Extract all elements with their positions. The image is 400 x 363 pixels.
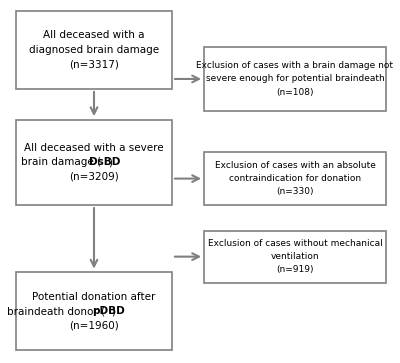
- FancyBboxPatch shape: [16, 272, 172, 350]
- Text: diagnosed brain damage: diagnosed brain damage: [29, 45, 159, 55]
- Text: ): ): [108, 158, 112, 167]
- Text: DsBD: DsBD: [89, 158, 120, 167]
- Text: brain damage (: brain damage (: [22, 158, 102, 167]
- Text: Exclusion of cases with a brain damage not: Exclusion of cases with a brain damage n…: [196, 61, 394, 70]
- Text: Exclusion of cases without mechanical: Exclusion of cases without mechanical: [208, 239, 382, 248]
- Text: (n=330): (n=330): [276, 187, 314, 196]
- Text: pDBD: pDBD: [92, 306, 124, 316]
- FancyBboxPatch shape: [16, 11, 172, 89]
- FancyBboxPatch shape: [204, 231, 386, 283]
- Text: All deceased with a severe: All deceased with a severe: [24, 143, 164, 153]
- FancyBboxPatch shape: [204, 152, 386, 205]
- FancyBboxPatch shape: [16, 120, 172, 205]
- Text: (n=3317): (n=3317): [69, 60, 119, 69]
- Text: (n=919): (n=919): [276, 265, 314, 274]
- Text: All deceased with a: All deceased with a: [43, 30, 145, 40]
- Text: Exclusion of cases with an absolute: Exclusion of cases with an absolute: [214, 161, 376, 170]
- Text: braindeath donor (: braindeath donor (: [7, 306, 105, 316]
- Text: (n=3209): (n=3209): [69, 172, 119, 182]
- Text: contraindication for donation: contraindication for donation: [229, 174, 361, 183]
- Text: Potential donation after: Potential donation after: [32, 292, 156, 302]
- Text: ): ): [111, 306, 115, 316]
- FancyBboxPatch shape: [204, 47, 386, 111]
- Text: ventilation: ventilation: [271, 252, 319, 261]
- Text: (n=108): (n=108): [276, 87, 314, 97]
- Text: severe enough for potential braindeath: severe enough for potential braindeath: [206, 74, 384, 83]
- Text: (n=1960): (n=1960): [69, 321, 119, 331]
